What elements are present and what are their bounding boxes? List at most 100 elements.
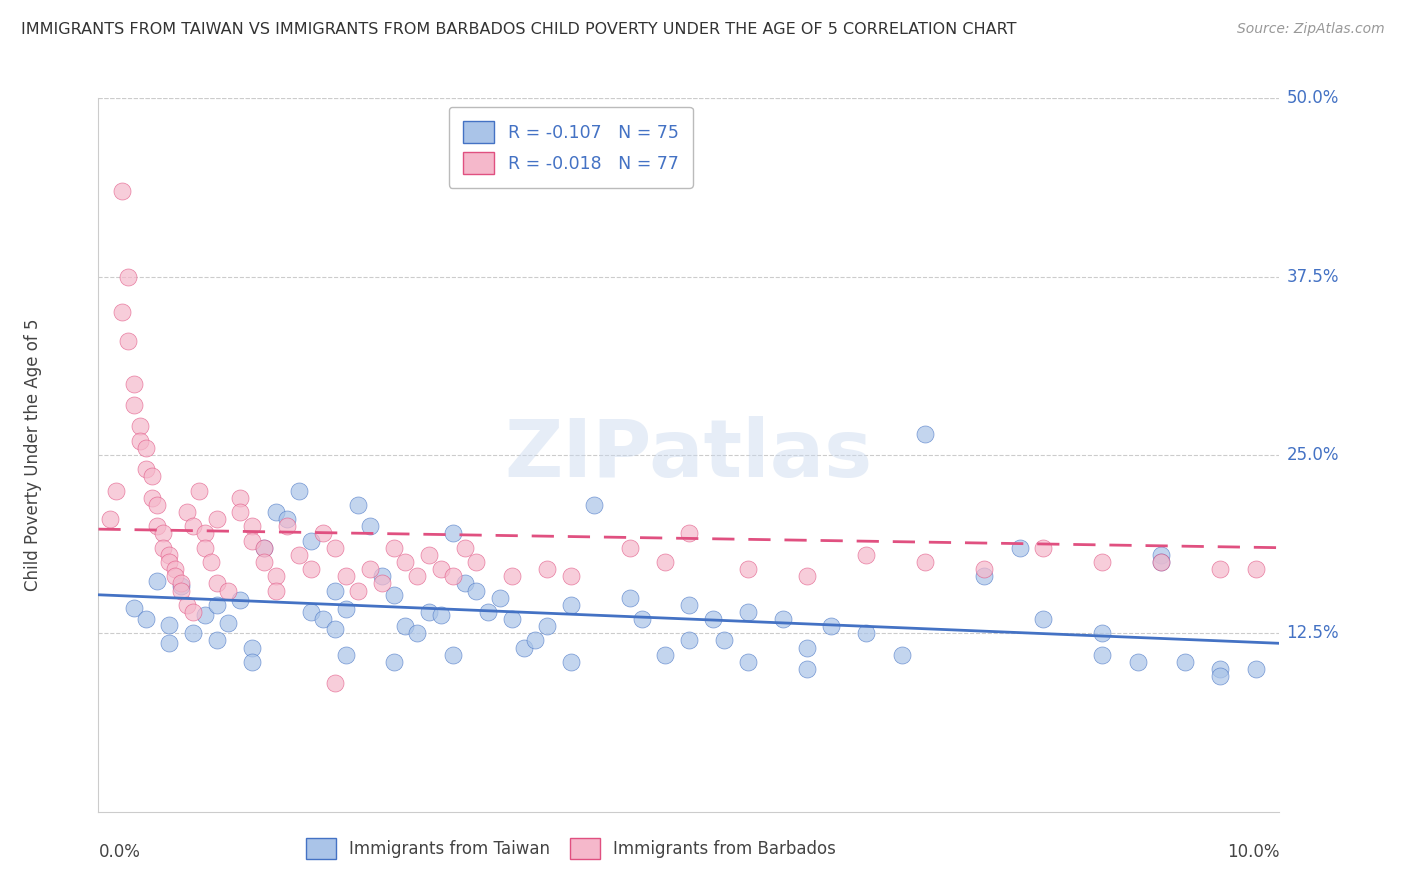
Point bbox=[135, 441, 157, 455]
Point bbox=[1209, 669, 1232, 683]
Point bbox=[299, 605, 322, 619]
Point bbox=[229, 593, 252, 607]
Point bbox=[1091, 626, 1114, 640]
Point bbox=[122, 376, 145, 391]
Point bbox=[820, 619, 842, 633]
Point bbox=[141, 491, 163, 505]
Text: Child Poverty Under the Age of 5: Child Poverty Under the Age of 5 bbox=[24, 318, 42, 591]
Point bbox=[146, 574, 169, 588]
Point bbox=[654, 555, 676, 569]
Point bbox=[394, 555, 416, 569]
Point bbox=[1150, 555, 1173, 569]
Point bbox=[200, 555, 222, 569]
Point bbox=[441, 526, 464, 541]
Point bbox=[240, 640, 263, 655]
Point bbox=[1209, 662, 1232, 676]
Point bbox=[1244, 662, 1267, 676]
Point bbox=[702, 612, 724, 626]
Text: 0.0%: 0.0% bbox=[98, 843, 141, 861]
Point bbox=[157, 555, 180, 569]
Point bbox=[619, 541, 641, 555]
Point bbox=[170, 583, 193, 598]
Point bbox=[737, 605, 759, 619]
Point bbox=[176, 598, 198, 612]
Point bbox=[489, 591, 512, 605]
Point bbox=[111, 184, 134, 198]
Point bbox=[654, 648, 676, 662]
Point bbox=[312, 526, 335, 541]
Point bbox=[347, 583, 370, 598]
Point bbox=[418, 548, 440, 562]
Point bbox=[737, 562, 759, 576]
Point bbox=[477, 605, 499, 619]
Point bbox=[288, 483, 311, 498]
Point bbox=[117, 269, 139, 284]
Point bbox=[146, 519, 169, 533]
Point bbox=[560, 569, 582, 583]
Point bbox=[276, 519, 298, 533]
Point bbox=[713, 633, 735, 648]
Point bbox=[157, 548, 180, 562]
Point bbox=[128, 419, 150, 434]
Point bbox=[240, 655, 263, 669]
Point bbox=[157, 617, 180, 632]
Point bbox=[406, 626, 429, 640]
Point bbox=[240, 533, 263, 548]
Point bbox=[536, 562, 558, 576]
Text: 50.0%: 50.0% bbox=[1286, 89, 1339, 107]
Point bbox=[501, 612, 523, 626]
Point bbox=[796, 569, 818, 583]
Text: 37.5%: 37.5% bbox=[1286, 268, 1339, 285]
Point bbox=[205, 598, 228, 612]
Point bbox=[796, 662, 818, 676]
Point bbox=[678, 633, 700, 648]
Point bbox=[536, 619, 558, 633]
Text: Source: ZipAtlas.com: Source: ZipAtlas.com bbox=[1237, 22, 1385, 37]
Point bbox=[855, 626, 877, 640]
Point bbox=[1174, 655, 1197, 669]
Point bbox=[181, 626, 204, 640]
Point bbox=[111, 305, 134, 319]
Point bbox=[229, 491, 252, 505]
Point bbox=[914, 426, 936, 441]
Point bbox=[1032, 541, 1054, 555]
Point bbox=[181, 519, 204, 533]
Point bbox=[418, 605, 440, 619]
Point bbox=[855, 548, 877, 562]
Point bbox=[205, 633, 228, 648]
Point bbox=[122, 398, 145, 412]
Point bbox=[619, 591, 641, 605]
Point bbox=[1091, 648, 1114, 662]
Point bbox=[524, 633, 547, 648]
Point bbox=[98, 512, 121, 526]
Point bbox=[176, 505, 198, 519]
Point bbox=[288, 548, 311, 562]
Point bbox=[240, 519, 263, 533]
Point bbox=[194, 526, 217, 541]
Point bbox=[678, 526, 700, 541]
Point bbox=[135, 612, 157, 626]
Point bbox=[181, 605, 204, 619]
Point bbox=[128, 434, 150, 448]
Point bbox=[796, 640, 818, 655]
Point bbox=[122, 600, 145, 615]
Point bbox=[217, 583, 239, 598]
Point bbox=[323, 541, 346, 555]
Point bbox=[501, 569, 523, 583]
Point bbox=[276, 512, 298, 526]
Point bbox=[264, 569, 287, 583]
Point bbox=[772, 612, 794, 626]
Point bbox=[194, 541, 217, 555]
Point bbox=[441, 569, 464, 583]
Point bbox=[217, 616, 239, 631]
Point bbox=[141, 469, 163, 483]
Point bbox=[453, 576, 475, 591]
Point bbox=[323, 676, 346, 690]
Point bbox=[371, 576, 394, 591]
Point bbox=[430, 607, 453, 622]
Point bbox=[560, 598, 582, 612]
Point bbox=[205, 512, 228, 526]
Point bbox=[347, 498, 370, 512]
Point bbox=[229, 505, 252, 519]
Point bbox=[335, 569, 357, 583]
